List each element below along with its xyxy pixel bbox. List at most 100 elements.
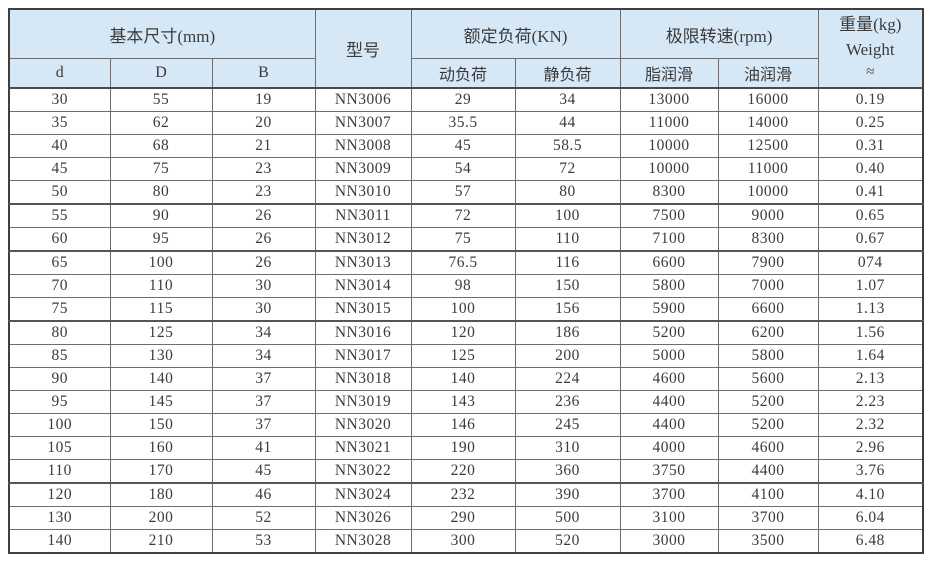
table-cell: 54 [410, 157, 516, 181]
table-cell: 8300 [619, 180, 719, 205]
table-cell: 65 [8, 250, 111, 275]
table-row: 85 130 34 NN3017 125 200 5000 5800 1.64 [8, 344, 924, 368]
table-cell: 7100 [619, 227, 719, 252]
table-cell: 4600 [619, 367, 719, 391]
table-cell: 0.65 [817, 203, 924, 228]
table-cell: 6600 [619, 250, 719, 275]
table-cell: 75 [410, 227, 516, 252]
table-cell: 210 [109, 529, 213, 554]
table-cell: 5800 [717, 344, 819, 368]
header-rated-load: 额定负荷(KN) [410, 8, 621, 59]
table-cell: 45 [8, 157, 111, 181]
table-cell: 146 [410, 413, 516, 437]
table-cell: 310 [514, 436, 621, 460]
table-cell: 16000 [717, 87, 819, 112]
table-cell: NN3009 [314, 157, 412, 181]
table-cell: 53 [211, 529, 316, 554]
table-cell: 520 [514, 529, 621, 554]
table-cell: 4400 [717, 459, 819, 484]
table-cell: 95 [109, 227, 213, 252]
header-row-groups: 基本尺寸(mm) 型号 额定负荷(KN) 极限转速(rpm) 重量(kg) We… [8, 8, 924, 89]
table-cell: 4600 [717, 436, 819, 460]
table-cell: 23 [211, 180, 316, 205]
table-cell: 90 [8, 367, 111, 391]
table-cell: 35 [8, 111, 111, 135]
table-cell: 6600 [717, 297, 819, 322]
table-cell: 0.40 [817, 157, 924, 181]
table-cell: 125 [109, 320, 213, 345]
table-cell: NN3021 [314, 436, 412, 460]
table-cell: 180 [109, 482, 213, 507]
table-cell: NN3015 [314, 297, 412, 322]
table-cell: 0.31 [817, 134, 924, 158]
table-cell: 156 [514, 297, 621, 322]
table-cell: 2.32 [817, 413, 924, 437]
table-row: 65 100 26 NN3013 76.5 116 6600 7900 074 [8, 250, 924, 275]
table-cell: 143 [410, 390, 516, 414]
table-cell: 44 [514, 111, 621, 135]
table-cell: 300 [410, 529, 516, 554]
table-cell: 7900 [717, 250, 819, 275]
table-row: 30 55 19 NN3006 29 34 13000 16000 0.19 [8, 87, 924, 112]
table-row: 100 150 37 NN3020 146 245 4400 5200 2.32 [8, 413, 924, 437]
table-cell: 3000 [619, 529, 719, 554]
approx-symbol: ≈ [866, 64, 875, 81]
table-cell: 150 [109, 413, 213, 437]
table-cell: 0.67 [817, 227, 924, 252]
header-grease-lube: 脂润滑 [619, 58, 719, 89]
table-cell: 150 [514, 274, 621, 298]
table-cell: 9000 [717, 203, 819, 228]
table-header: 基本尺寸(mm) 型号 额定负荷(KN) 极限转速(rpm) 重量(kg) We… [8, 8, 924, 89]
table-cell: 186 [514, 320, 621, 345]
table-cell: 390 [514, 482, 621, 507]
table-cell: 75 [8, 297, 111, 322]
table-cell: 34 [211, 344, 316, 368]
table-cell: 5200 [619, 320, 719, 345]
table-cell: 1.64 [817, 344, 924, 368]
table-cell: 26 [211, 203, 316, 228]
table-row: 45 75 23 NN3009 54 72 10000 11000 0.40 [8, 157, 924, 181]
table-cell: 100 [8, 413, 111, 437]
table-cell: 200 [514, 344, 621, 368]
header-weight: 重量(kg) Weight ≈ [817, 8, 924, 89]
table-cell: 52 [211, 506, 316, 530]
header-weight-cn: 重量(kg) [839, 14, 902, 34]
table-cell: 0.19 [817, 87, 924, 112]
table-cell: 62 [109, 111, 213, 135]
table-row: 105 160 41 NN3021 190 310 4000 4600 2.96 [8, 436, 924, 460]
table-cell: NN3024 [314, 482, 412, 507]
table-row: 60 95 26 NN3012 75 110 7100 8300 0.67 [8, 227, 924, 252]
table-cell: 5800 [619, 274, 719, 298]
table-cell: 360 [514, 459, 621, 484]
table-cell: NN3026 [314, 506, 412, 530]
table-cell: 35.5 [410, 111, 516, 135]
table-cell: 0.41 [817, 180, 924, 205]
header-B: B [211, 58, 316, 89]
table-cell: 30 [211, 297, 316, 322]
header-d: d [8, 58, 111, 89]
table-cell: 100 [514, 203, 621, 228]
table-cell: 76.5 [410, 250, 516, 275]
table-cell: NN3022 [314, 459, 412, 484]
table-cell: 110 [109, 274, 213, 298]
table-cell: 130 [109, 344, 213, 368]
table-cell: 220 [410, 459, 516, 484]
table-cell: 1.07 [817, 274, 924, 298]
table-cell: 6.48 [817, 529, 924, 554]
table-cell: NN3019 [314, 390, 412, 414]
table-cell: NN3017 [314, 344, 412, 368]
table-cell: 85 [8, 344, 111, 368]
header-D: D [109, 58, 213, 89]
table-cell: 70 [8, 274, 111, 298]
table-row: 35 62 20 NN3007 35.5 44 11000 14000 0.25 [8, 111, 924, 135]
table-row: 50 80 23 NN3010 57 80 8300 10000 0.41 [8, 180, 924, 205]
table-cell: 57 [410, 180, 516, 205]
table-cell: 120 [410, 320, 516, 345]
table-cell: 224 [514, 367, 621, 391]
table-cell: 19 [211, 87, 316, 112]
table-cell: 45 [410, 134, 516, 158]
table-cell: 11000 [619, 111, 719, 135]
table-cell: 245 [514, 413, 621, 437]
table-cell: 30 [8, 87, 111, 112]
bearing-spec-table: 基本尺寸(mm) 型号 额定负荷(KN) 极限转速(rpm) 重量(kg) We… [8, 8, 925, 554]
